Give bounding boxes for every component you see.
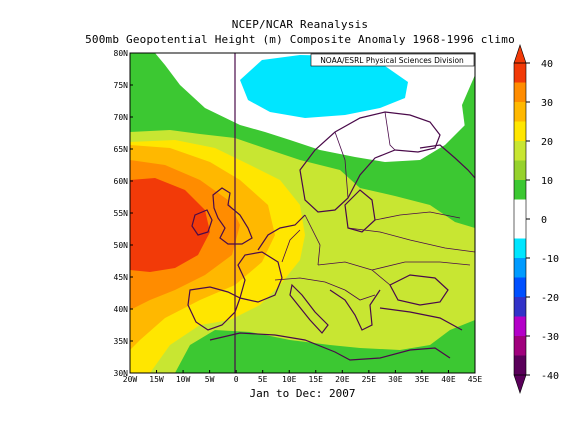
colorbar-label: 30	[541, 98, 553, 109]
colorbar-segment	[514, 180, 526, 200]
colorbar-label: 10	[541, 176, 553, 187]
colorbar: 40 30 20 10 0 -10 -20 -30 -40	[513, 44, 559, 394]
colorbar-bottom-arrow	[513, 374, 527, 394]
border-germany-poland	[304, 214, 321, 266]
coast-north-sea	[257, 214, 306, 251]
colorbar-segment	[514, 238, 526, 259]
longitude-label: 30E	[388, 375, 403, 384]
date-range-label: Jan to Dec: 2007	[249, 387, 356, 400]
coast-italy	[289, 283, 329, 334]
coast-turkey	[379, 307, 463, 331]
title-line-2: 500mb Geopotential Height (m) Composite …	[85, 33, 515, 46]
latitude-label: 60N	[114, 177, 129, 186]
border-alps	[274, 277, 346, 291]
longitude-label: 10E	[282, 375, 297, 384]
credit-box	[310, 53, 475, 67]
coast-iberia	[187, 286, 241, 331]
longitude-label: 5W	[205, 375, 215, 384]
credit-text: NOAA/ESRL Physical Sciences Division	[320, 56, 464, 65]
colorbar-segment	[514, 141, 526, 161]
colorbar-label: -30	[541, 332, 559, 343]
colorbar-segment	[514, 199, 526, 220]
contour-cyan	[240, 55, 408, 118]
colorbar-segment	[514, 258, 526, 278]
latitude-label: 30N	[114, 369, 129, 378]
latitude-labels: 80N 75N 70N 65N 60N 55N 50N 45N 40N 35N 30N	[114, 49, 133, 378]
latitude-label: 35N	[114, 337, 129, 346]
colorbar-segment	[514, 336, 526, 356]
longitude-label: 45E	[468, 375, 483, 384]
border-central	[317, 261, 391, 286]
colorbar-label: -40	[541, 371, 559, 382]
coast-france	[237, 251, 283, 303]
colorbar-label: 0	[541, 215, 547, 226]
colorbar-label: 40	[541, 59, 553, 70]
colorbar-segment	[514, 160, 526, 181]
coast-scandinavia	[299, 111, 441, 213]
coast-black-sea	[389, 274, 449, 306]
colorbar-segment	[514, 355, 526, 376]
latitude-label: 40N	[114, 305, 129, 314]
border-russia-belarus	[374, 211, 461, 221]
colorbar-label: 20	[541, 137, 553, 148]
latitude-label: 80N	[114, 49, 129, 58]
contour-yellow-green-east	[395, 205, 450, 258]
longitude-label: 25E	[362, 375, 377, 384]
colorbar-segment	[514, 316, 526, 337]
latitude-label: 65N	[114, 145, 129, 154]
border-norway-sweden	[334, 131, 349, 199]
border-france-germany	[281, 229, 301, 263]
contour-green-ne	[462, 75, 475, 130]
latitude-label: 55N	[114, 209, 129, 218]
coastlines	[187, 111, 475, 361]
longitude-label: 5E	[258, 375, 268, 384]
colorbar-top-arrow	[513, 44, 527, 64]
border-ukraine	[371, 261, 471, 271]
latitude-label: 75N	[114, 81, 129, 90]
colorbar-label: -10	[541, 254, 559, 265]
longitude-label: 20E	[335, 375, 350, 384]
colorbar-segment	[514, 297, 526, 317]
longitude-label: 15W	[149, 375, 164, 384]
coast-kola	[419, 144, 475, 179]
longitude-labels: 20W 15W 10W 5W 0 5E 10E 15E 20E 25E 30E 35E 40E 45E	[123, 370, 483, 384]
longitude-label: 15E	[309, 375, 324, 384]
colorbar-segment	[514, 277, 526, 298]
border-eastern	[347, 227, 475, 253]
coast-balkans	[329, 289, 381, 331]
coast-ireland	[191, 209, 213, 236]
longitude-label: 40E	[441, 375, 456, 384]
colorbar-segment	[514, 121, 526, 142]
longitude-label: 10W	[176, 375, 191, 384]
border-sweden-finland	[384, 111, 396, 151]
colorbar-segment	[514, 219, 526, 239]
longitude-label: 0	[234, 375, 239, 384]
country-borders	[274, 111, 475, 301]
anomaly-field	[130, 53, 475, 373]
longitude-label: 35E	[415, 375, 430, 384]
latitude-label: 45N	[114, 273, 129, 282]
coast-britain	[212, 187, 253, 245]
colorbar-segment	[514, 102, 526, 122]
border-balkans	[344, 289, 376, 301]
colorbar-label: -20	[541, 293, 559, 304]
colorbar-segment	[514, 82, 526, 103]
latitude-label: 50N	[114, 241, 129, 250]
coast-africa	[209, 332, 451, 361]
title-line-1: NCEP/NCAR Reanalysis	[231, 18, 369, 31]
longitude-label: 20W	[123, 375, 138, 384]
colorbar-segment	[514, 63, 526, 83]
contour-dark-red	[130, 178, 210, 272]
latitude-label: 70N	[114, 113, 129, 122]
